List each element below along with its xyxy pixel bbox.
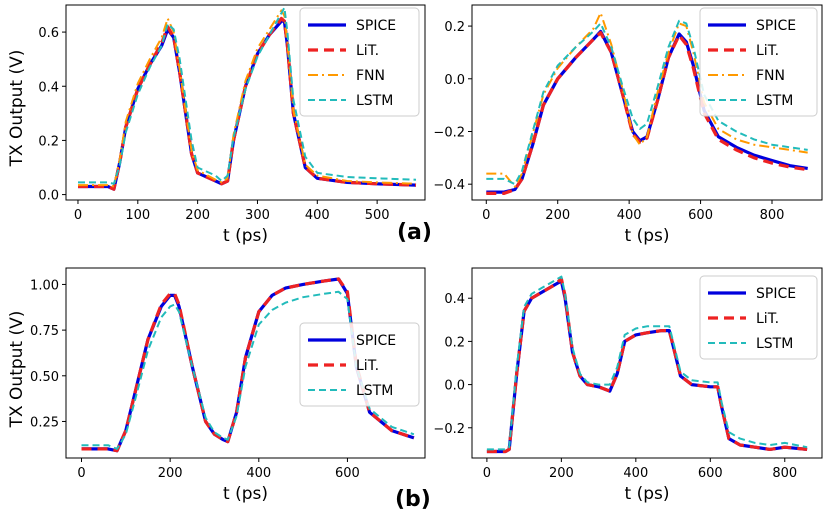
y-tick-label: 0.2 (444, 335, 465, 350)
legend: SPICE LiT. FNN LSTM (699, 7, 818, 117)
x-tick-label: 600 (335, 466, 360, 481)
x-tick-label: 400 (305, 208, 330, 223)
y-tick-label: 0.4 (38, 80, 59, 95)
legend: SPICE LiT. LSTM (699, 275, 818, 360)
panel-label-b: (b) (395, 487, 431, 512)
legend: SPICE LiT. FNN LSTM (299, 7, 420, 117)
x-axis-title: t (ps) (625, 226, 670, 246)
legend-label: SPICE (356, 18, 396, 34)
legend-label: SPICE (356, 333, 396, 349)
legend-label: SPICE (756, 286, 796, 302)
chart-bottom-right: 0 200 400 600 800 −0.2 0.0 0.2 0.4 t (ps) SPICE LiT… (433, 267, 823, 504)
series-line-lit (486, 277, 808, 454)
y-tick-label: 0.2 (444, 20, 465, 35)
series-line-lstm (486, 275, 808, 451)
chart-top-left: 0 100 200 300 400 500 0.0 0.2 0.4 0.6 t (ps) TX Out… (7, 4, 426, 246)
y-tick-label: −0.2 (433, 125, 465, 140)
y-tick-label: 0.2 (38, 134, 59, 149)
plot-frame (65, 4, 426, 201)
series-group (486, 275, 808, 454)
series-line-fnn (486, 11, 808, 188)
plot-frame (471, 4, 823, 201)
y-tick-label: −0.2 (433, 422, 465, 437)
y-tick-label: 0.25 (30, 415, 59, 430)
chart-top-right: 0 200 400 600 800 −0.4 −0.2 0.0 0.2 t (ps) SPICE Li… (433, 4, 823, 246)
legend-box (299, 7, 420, 117)
x-tick-label: 600 (688, 208, 713, 223)
y-axis-title: TX Output (V) (7, 311, 27, 429)
x-tick-label: 300 (245, 208, 270, 223)
series-line-lit (81, 277, 415, 453)
y-tick-label: −0.4 (433, 178, 465, 193)
legend-label: LiT. (756, 311, 779, 327)
x-axis-title: t (ps) (625, 484, 670, 504)
x-tick-label: 800 (760, 208, 785, 223)
legend-label: LiT. (356, 358, 379, 374)
x-tick-label: 400 (246, 466, 271, 481)
x-tick-label: 400 (617, 208, 642, 223)
x-tick-label: 0 (77, 466, 85, 481)
x-tick-label: 200 (185, 208, 210, 223)
x-axis-title: t (ps) (223, 226, 268, 246)
x-tick-label: 100 (125, 208, 150, 223)
y-tick-label: 0.0 (38, 189, 59, 204)
x-tick-label: 0 (74, 208, 82, 223)
x-tick-label: 0 (483, 466, 491, 481)
legend-label: FNN (756, 68, 785, 84)
legend-label: SPICE (756, 18, 796, 34)
series-group (486, 11, 808, 195)
series-line-lstm (486, 19, 808, 186)
y-tick-label: 0.6 (38, 26, 59, 41)
series-line-spice (81, 277, 415, 453)
y-tick-label: 0.0 (444, 73, 465, 88)
x-tick-label: 500 (365, 208, 390, 223)
series-line-lit (486, 31, 808, 195)
y-tick-label: 0.50 (30, 370, 59, 385)
x-axis-title: t (ps) (223, 484, 268, 504)
legend-label: FNN (356, 68, 385, 84)
legend: SPICE LiT. LSTM (299, 322, 420, 407)
plot-frame (471, 267, 823, 459)
legend-label: LSTM (756, 93, 793, 109)
legend-box (299, 322, 420, 407)
plot-frame (65, 267, 426, 459)
x-tick-label: 600 (698, 466, 723, 481)
x-tick-label: 800 (772, 466, 797, 481)
legend-label: LSTM (356, 93, 393, 109)
x-tick-label: 200 (158, 466, 183, 481)
x-tick-label: 400 (623, 466, 648, 481)
y-tick-label: 1.00 (30, 278, 59, 293)
legend-box (699, 275, 818, 360)
legend-label: LSTM (356, 383, 393, 399)
legend-box (699, 7, 818, 117)
legend-label: LiT. (356, 43, 379, 59)
x-tick-label: 200 (549, 466, 574, 481)
x-tick-label: 0 (482, 208, 490, 223)
y-tick-label: 0.75 (30, 324, 59, 339)
y-axis-title: TX Output (V) (7, 50, 27, 168)
series-group (78, 6, 417, 191)
series-line-lstm (81, 290, 415, 450)
legend-label: LSTM (756, 336, 793, 352)
series-group (81, 277, 415, 453)
legend-label: LiT. (756, 43, 779, 59)
series-line-lstm (78, 6, 417, 185)
series-line-fnn (78, 9, 417, 188)
y-tick-label: 0.0 (444, 379, 465, 394)
x-tick-label: 200 (545, 208, 570, 223)
panel-label-a: (a) (397, 220, 432, 245)
y-tick-label: 0.4 (444, 292, 465, 307)
chart-bottom-left: 0 200 400 600 0.25 0.50 0.75 1.00 t (ps) TX Outpu… (7, 267, 426, 504)
